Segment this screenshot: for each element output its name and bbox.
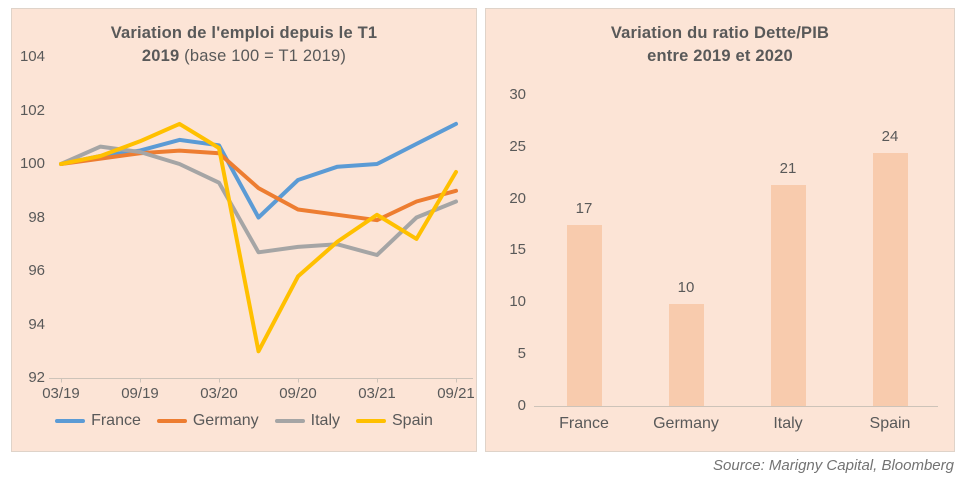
x-axis-line <box>534 406 938 407</box>
line-chart-canvas <box>49 121 473 383</box>
bar-value-label: 24 <box>881 128 899 146</box>
y-axis-label: 20 <box>509 189 526 207</box>
category-label: Italy <box>773 415 803 432</box>
bar-germany <box>668 304 704 406</box>
x-axis-label: 09/20 <box>279 385 317 402</box>
category-label: Germany <box>653 415 719 432</box>
title-text-bold: Variation de l'emploi depuis le T1 <box>110 24 378 42</box>
y-axis-label: 94 <box>28 315 45 333</box>
debt-chart-title-line1: Variation du ratio Dette/PIB <box>610 24 830 42</box>
bar-value-label: 17 <box>575 199 593 217</box>
debt-ratio-bar-chart-panel: Variation du ratio Dette/PIB entre 2019 … <box>485 8 955 452</box>
source-note: Source: Marigny Capital, Bloomberg <box>713 457 954 474</box>
y-axis-label: 10 <box>509 293 526 311</box>
x-axis-label: 03/21 <box>358 385 396 402</box>
debt-bar-chart-plot-area: 30 25 20 15 10 5 0 17 France 10 Germany 21 Italy 24 Sp… <box>486 9 954 451</box>
legend-item-spain: Spain <box>356 412 433 430</box>
line-series-italy <box>59 144 458 257</box>
legend-line-swatch <box>55 419 86 423</box>
category-label: France <box>559 415 609 432</box>
legend-label: Germany <box>192 412 259 429</box>
legend-item-france: France <box>55 412 141 430</box>
employment-line-chart-panel: Variation de l'emploi depuis le T1 2019 … <box>11 8 477 452</box>
legend-label: Italy <box>310 412 340 429</box>
employment-chart-legend: France Germany Italy Spain <box>12 412 476 430</box>
employment-chart-title: Variation de l'emploi depuis le T1 2019 … <box>12 22 476 68</box>
y-axis-label: 30 <box>509 85 526 103</box>
y-axis-label: 5 <box>517 345 526 363</box>
line-series-spain <box>59 121 458 354</box>
legend-line-swatch <box>356 419 386 423</box>
bar-spain <box>872 153 908 406</box>
bar-italy <box>770 185 806 406</box>
line-series-france <box>59 121 458 220</box>
legend-item-italy: Italy <box>274 412 340 430</box>
debt-chart-title: Variation du ratio Dette/PIB entre 2019 … <box>486 22 954 68</box>
y-axis-label: 102 <box>19 101 45 119</box>
y-axis-label: 104 <box>19 48 45 65</box>
y-axis-label: 25 <box>509 137 526 155</box>
y-axis-label: 15 <box>509 241 526 259</box>
legend-label: Spain <box>392 412 433 429</box>
y-axis-label: 98 <box>28 208 45 226</box>
title-text-bold: 2019 <box>141 47 180 65</box>
title-text-regular: (base 100 = T1 2019) <box>179 47 347 65</box>
line-series-germany <box>59 148 458 223</box>
category-label: Spain <box>869 415 911 432</box>
x-axis-label: 03/19 <box>42 385 80 402</box>
legend-label: France <box>91 412 141 429</box>
x-axis-label: 03/20 <box>200 385 238 402</box>
employment-line-chart-plot-area: 104 102 100 98 96 94 92 03/19 09/19 03/20 09/20 03/… <box>12 9 476 451</box>
x-axis-label: 09/21 <box>437 385 475 402</box>
bar-value-label: 10 <box>677 279 695 297</box>
employment-chart-title-line2: 2019 (base 100 = T1 2019) <box>12 45 476 68</box>
y-axis-label: 0 <box>517 397 526 414</box>
bar-value-label: 21 <box>779 160 797 178</box>
debt-chart-title-line2: entre 2019 et 2020 <box>647 47 793 65</box>
x-axis-label: 09/19 <box>121 385 159 402</box>
y-axis-label: 96 <box>28 262 45 279</box>
bar-france <box>566 224 602 406</box>
y-axis-label: 100 <box>19 155 45 172</box>
legend-line-swatch <box>274 419 305 423</box>
legend-line-swatch <box>156 419 187 423</box>
y-axis-label: 92 <box>28 369 45 386</box>
employment-chart-title-line1: Variation de l'emploi depuis le T1 <box>12 22 476 45</box>
legend-item-germany: Germany <box>156 412 259 430</box>
